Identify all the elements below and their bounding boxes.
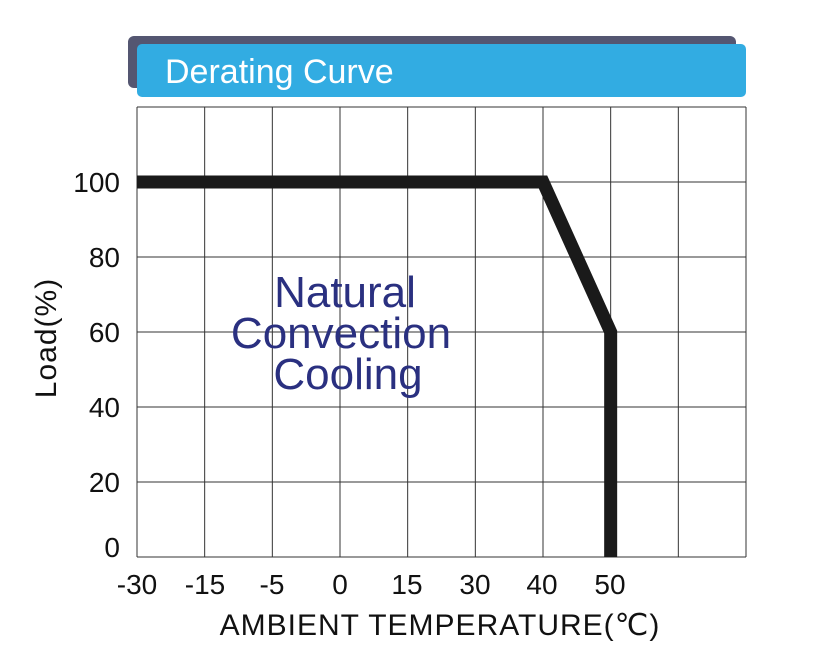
x-tick-label: -30	[117, 569, 157, 600]
y-tick-label: 100	[73, 167, 120, 198]
x-tick-label: 50	[594, 569, 625, 600]
title-bar	[137, 44, 746, 97]
x-tick-label: -15	[185, 569, 225, 600]
x-tick-label: 30	[459, 569, 490, 600]
chart-title: Derating Curve	[165, 53, 394, 91]
x-tick-label: -5	[260, 569, 285, 600]
y-tick-label: 60	[89, 317, 120, 348]
y-tick-label: 20	[89, 467, 120, 498]
x-tick-label: 40	[526, 569, 557, 600]
annotation-line: Cooling	[273, 350, 422, 399]
y-tick-label: 0	[104, 532, 120, 563]
annotation-line: Natural	[274, 268, 416, 317]
x-axis-label: AMBIENT TEMPERATURE(℃)	[220, 609, 661, 642]
derating-curve-line	[137, 175, 618, 557]
y-axis-label: Load(%)	[30, 278, 63, 398]
x-tick-label: 15	[391, 569, 422, 600]
x-tick-labels: -30 -15 -5 0 15 30 40 50	[117, 569, 626, 600]
y-tick-label: 40	[89, 392, 120, 423]
x-tick-label: 0	[332, 569, 348, 600]
y-tick-labels: 0 20 40 60 80 100	[73, 167, 120, 563]
annotation-text: Natural Convection Cooling	[231, 268, 451, 399]
y-tick-label: 80	[89, 242, 120, 273]
annotation-line: Convection	[231, 309, 451, 358]
